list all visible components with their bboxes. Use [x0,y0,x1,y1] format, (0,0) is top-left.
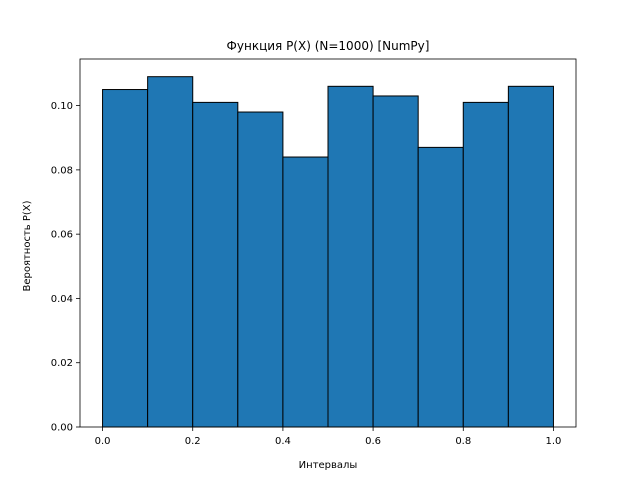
y-tick-label: 0.00 [51,423,73,434]
histogram-bar [102,89,149,428]
histogram-bar [282,156,329,428]
histogram-bar [372,95,419,428]
y-tick-label: 0.06 [51,230,73,241]
y-axis-ticks: 0.00 0.02 0.04 0.06 0.08 0.10 [51,101,80,434]
histogram-bar [237,111,284,428]
y-axis-label: Вероятность P(X) [22,200,33,291]
x-tick-label: 0.4 [275,436,291,447]
x-tick-label: 0.6 [365,436,381,447]
histogram-bar [507,85,554,428]
x-tick-label: 0.8 [455,436,471,447]
y-tick-label: 0.02 [51,358,73,369]
histogram-bar [417,146,464,428]
x-tick-label: 0.2 [185,436,201,447]
chart-title: Функция P(X) (N=1000) [NumPy] [227,39,430,53]
y-tick-label: 0.04 [51,294,73,305]
histogram-bar [147,76,194,428]
histogram-bar [192,101,239,428]
x-axis-ticks: 0.0 0.2 0.4 0.6 0.8 1.0 [95,427,562,447]
plot-frame [79,58,577,428]
x-axis-label: Интервалы [299,460,358,471]
y-tick-label: 0.08 [51,165,73,176]
x-tick-label: 1.0 [546,436,562,447]
x-tick-label: 0.0 [95,436,111,447]
histogram-bar [327,85,374,428]
y-tick-label: 0.10 [51,101,73,112]
bars-group [102,76,554,428]
histogram-bar [462,101,509,428]
